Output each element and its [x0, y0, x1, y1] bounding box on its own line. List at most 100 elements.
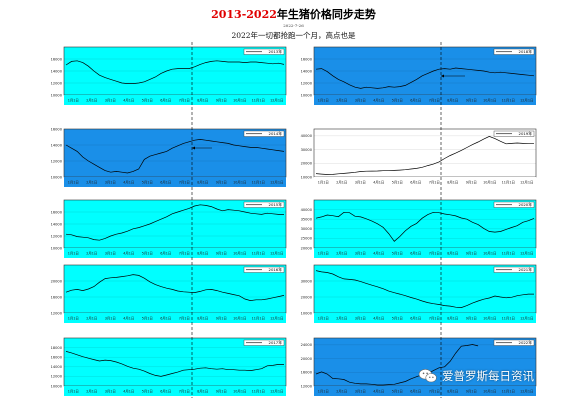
x-tick-label: 7月1日: [429, 390, 440, 394]
x-tick-label: 4月1日: [123, 252, 134, 256]
x-tick-label: 8月1日: [197, 390, 208, 394]
legend-label: 2018年: [519, 49, 533, 54]
chart-panel: 10000 20000 30000 1月1日 2月1日 3月1日 4月1日 5月1日 6月1日 7…: [301, 264, 537, 323]
x-axis-strip: [64, 313, 286, 323]
x-tick-label: 5月1日: [392, 390, 403, 394]
x-axis-strip: [64, 95, 286, 105]
x-tick-label: 9月1日: [466, 99, 477, 103]
x-tick-label: 12月1日: [270, 99, 283, 103]
x-tick-label: 10月1日: [483, 317, 496, 321]
x-tick-label: 5月1日: [142, 317, 153, 321]
y-tick-label: 20000: [301, 295, 313, 299]
x-tick-label: 11月1日: [252, 390, 265, 394]
y-tick-label: 24000: [301, 343, 313, 347]
y-tick-label: 12000: [51, 159, 63, 163]
x-tick-label: 6月1日: [160, 181, 171, 185]
y-tick-label: 12000: [51, 81, 63, 85]
plot-area: [313, 128, 537, 178]
x-tick-label: 2月1日: [336, 390, 347, 394]
y-tick-label: 12000: [51, 234, 63, 238]
x-tick-label: 3月1日: [105, 317, 116, 321]
legend-box: [493, 339, 535, 346]
series-line: [315, 136, 534, 175]
chart-panel: 10000 12000 14000 16000 18000 1月1日 2月1日 3月1日 4月1…: [51, 337, 287, 396]
y-tick-label: 30000: [301, 148, 313, 152]
x-tick-label: 8月1日: [197, 99, 208, 103]
x-tick-label: 4月1日: [123, 181, 134, 185]
x-tick-label: 11月1日: [252, 181, 265, 185]
x-tick-label: 3月1日: [355, 99, 366, 103]
annotation-arrow-head: [441, 74, 444, 78]
y-tick-label: 14000: [51, 365, 63, 369]
x-tick-label: 8月1日: [447, 99, 458, 103]
x-tick-label: 8月1日: [197, 181, 208, 185]
title-years: 2013-2022: [211, 8, 277, 21]
x-tick-label: 7月1日: [179, 317, 190, 321]
y-tick-label: 18000: [51, 346, 63, 350]
legend-box: [243, 48, 285, 55]
chart-subtitle: 2022年一切都抢跑一个月，高点也是: [231, 31, 356, 40]
x-tick-label: 10月1日: [483, 99, 496, 103]
y-tick-label: 10000: [51, 175, 63, 179]
x-tick-label: 5月1日: [392, 99, 403, 103]
x-tick-label: 10月1日: [233, 181, 246, 185]
chart-title: 2013-2022年生猪价格同步走势: [0, 6, 587, 22]
x-tick-label: 3月1日: [355, 317, 366, 321]
y-tick-label: 20000: [301, 246, 313, 250]
x-tick-label: 10月1日: [483, 252, 496, 256]
y-tick-label: 16000: [51, 57, 63, 61]
x-tick-label: 3月1日: [105, 99, 116, 103]
x-tick-label: 1月1日: [318, 390, 329, 394]
x-tick-label: 7月1日: [429, 181, 440, 185]
series-line: [65, 351, 284, 377]
plot-area: [63, 337, 287, 387]
x-tick-label: 1月1日: [68, 252, 79, 256]
legend-label: 2021年: [519, 267, 533, 272]
x-tick-label: 5月1日: [142, 252, 153, 256]
x-tick-label: 1月1日: [68, 390, 79, 394]
x-tick-label: 9月1日: [216, 317, 227, 321]
legend-label: 2013年: [269, 49, 283, 54]
legend-box: [493, 266, 535, 273]
x-tick-label: 8月1日: [197, 317, 208, 321]
x-tick-label: 5月1日: [392, 181, 403, 185]
x-tick-label: 4月1日: [373, 252, 384, 256]
x-tick-label: 7月1日: [429, 317, 440, 321]
y-tick-label: 12000: [51, 375, 63, 379]
y-tick-label: 20000: [301, 357, 313, 361]
x-tick-label: 11月1日: [502, 252, 515, 256]
y-tick-label: 16000: [51, 127, 63, 131]
y-tick-label: 10000: [301, 311, 313, 315]
x-tick-label: 5月1日: [392, 317, 403, 321]
x-tick-label: 2月1日: [336, 252, 347, 256]
legend-label: 2017年: [269, 340, 283, 345]
x-tick-label: 1月1日: [318, 317, 329, 321]
y-tick-label: 16000: [51, 210, 63, 214]
x-tick-label: 11月1日: [502, 390, 515, 394]
x-tick-label: 5月1日: [142, 390, 153, 394]
watermark-text: 爱普罗斯每日资讯: [442, 369, 534, 383]
chart-panel: 10000 12000 14000 16000 1月1日 2月1日 3月1日 4月1日 5月1日…: [301, 46, 537, 105]
y-tick-label: 10000: [301, 175, 313, 179]
x-tick-label: 8月1日: [447, 181, 458, 185]
x-tick-label: 2月1日: [86, 181, 97, 185]
x-axis-strip: [314, 313, 536, 323]
y-tick-label: 10000: [51, 384, 63, 388]
x-tick-label: 1月1日: [318, 99, 329, 103]
x-tick-label: 6月1日: [410, 390, 421, 394]
x-tick-label: 7月1日: [179, 390, 190, 394]
wechat-logo-icon: [418, 369, 437, 383]
x-tick-label: 6月1日: [160, 317, 171, 321]
x-tick-label: 4月1日: [373, 99, 384, 103]
y-tick-label: 20000: [51, 279, 63, 283]
y-tick-label: 12000: [51, 311, 63, 315]
x-tick-label: 3月1日: [355, 252, 366, 256]
legend-label: 2019年: [519, 131, 533, 136]
y-tick-label: 40000: [301, 134, 313, 138]
legend-label: 2020年: [519, 202, 533, 207]
x-tick-label: 9月1日: [216, 99, 227, 103]
x-tick-label: 2月1日: [336, 99, 347, 103]
x-tick-label: 4月1日: [123, 390, 134, 394]
x-tick-label: 2月1日: [336, 317, 347, 321]
